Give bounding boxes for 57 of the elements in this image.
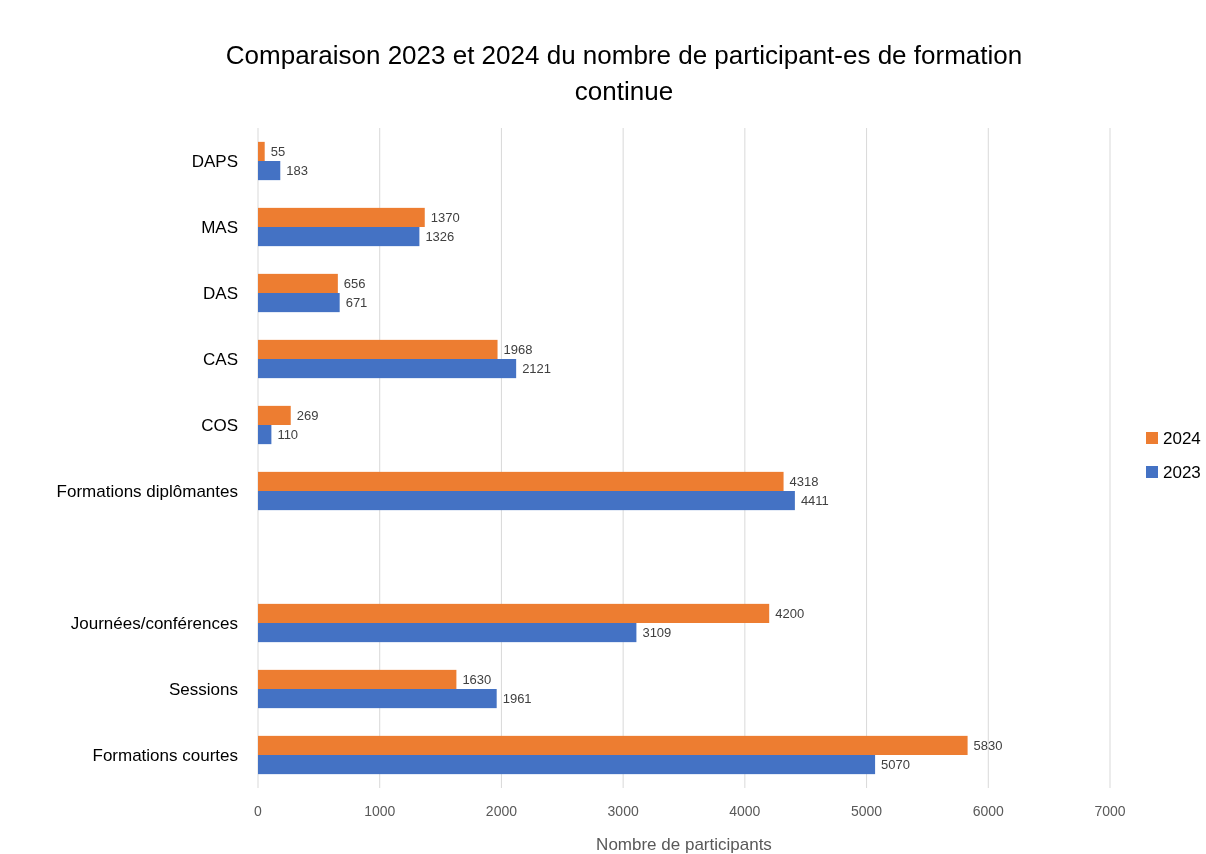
y-tick-label: MAS [201, 217, 238, 237]
x-tick-label: 4000 [729, 803, 761, 819]
bar [258, 207, 425, 227]
data-label: 269 [296, 407, 319, 423]
x-tick-label: 6000 [972, 803, 1005, 819]
bar [258, 491, 795, 511]
data-label: 1326 [425, 229, 455, 245]
data-label: 5070 [881, 757, 911, 773]
data-label: 3109 [642, 625, 672, 641]
x-tick-label: 5000 [850, 803, 883, 819]
y-tick-label: DAS [203, 283, 238, 303]
chart-title: Comparaison 2023 et 2024 du nombre de participant-es de formation continue [225, 40, 1023, 106]
bar [258, 623, 637, 643]
bar [258, 359, 517, 379]
y-tick-label: Formations diplômantes [56, 481, 238, 501]
bar [258, 293, 340, 313]
data-label: 671 [345, 295, 368, 311]
data-label: 2121 [522, 361, 552, 377]
data-label: 1961 [502, 691, 532, 707]
data-label: 4200 [775, 605, 805, 621]
bar [258, 689, 497, 709]
data-label: 5830 [973, 737, 1003, 753]
x-tick-label: 3000 [607, 803, 639, 819]
y-tick-label: Sessions [169, 679, 238, 699]
bar [258, 273, 338, 293]
x-tick-label: 7000 [1094, 803, 1126, 819]
data-label: 4318 [789, 473, 819, 489]
data-label: 4411 [800, 493, 829, 509]
x-axis-title: Nombre de participants [596, 835, 772, 854]
data-label: 55 [270, 143, 286, 159]
x-tick-label: 0 [254, 803, 263, 819]
data-label: 1370 [430, 209, 460, 225]
bar [258, 735, 968, 755]
bar [258, 161, 281, 181]
x-tick-label: 1000 [364, 803, 396, 819]
data-label: 1630 [462, 671, 492, 687]
bar [258, 669, 457, 689]
bar [258, 603, 770, 623]
data-label: 1968 [503, 341, 533, 357]
x-tick-label: 2000 [485, 803, 518, 819]
bar [258, 425, 272, 445]
legend-label: 2024 [1163, 428, 1201, 448]
y-tick-label: CAS [203, 349, 238, 369]
y-tick-label: DAPS [191, 151, 238, 171]
bar [258, 227, 420, 247]
data-label: 110 [277, 427, 299, 443]
bar [258, 405, 291, 425]
bar [258, 755, 876, 775]
bar [258, 339, 498, 359]
y-tick-label: Journées/conférences [70, 613, 238, 633]
legend-label: 2023 [1163, 462, 1201, 482]
bar [258, 471, 784, 491]
data-label: 183 [286, 163, 308, 179]
y-tick-label: COS [201, 415, 238, 435]
data-label: 656 [343, 275, 366, 291]
bar [258, 141, 265, 161]
y-tick-label: Formations courtes [92, 745, 238, 765]
